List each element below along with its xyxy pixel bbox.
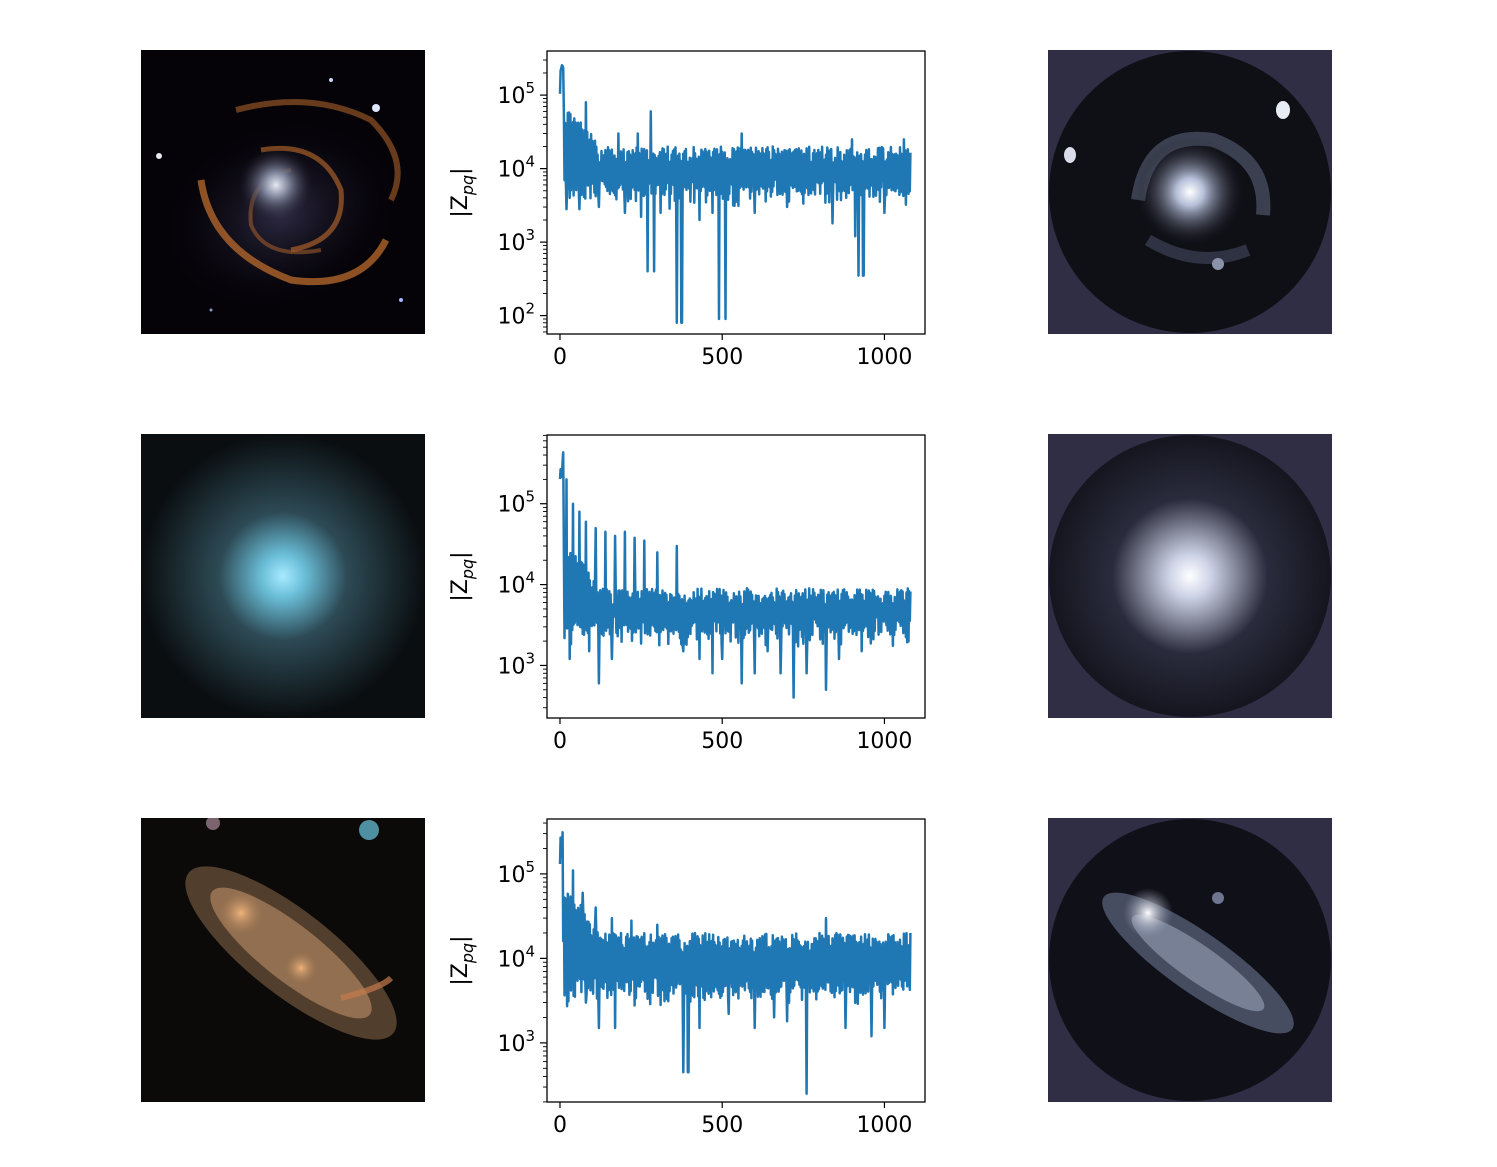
y-tick-label: 102 (497, 300, 535, 330)
y-tick-label: 105 (497, 858, 535, 888)
elliptical-reconstruction-image (1048, 434, 1332, 718)
zernike-plot-1: 0 500 1000 102 103 104 105 |Zpq| (430, 40, 930, 384)
x-tick-label: 1000 (856, 1113, 912, 1138)
irregular-reconstruction-image (1048, 818, 1332, 1102)
series-line (558, 831, 912, 1095)
irregular-galaxy-image (141, 816, 425, 1102)
spiral-reconstruction-image (1048, 50, 1332, 334)
y-tick-label: 103 (497, 649, 535, 679)
axes-frame (546, 50, 926, 335)
axes-frame (546, 818, 926, 1103)
x-tick-label: 500 (701, 1113, 743, 1138)
axes-frame (546, 434, 926, 719)
y-tick-label: 104 (497, 569, 535, 599)
y-tick-label: 104 (497, 153, 535, 183)
spiral-galaxy-image (141, 50, 425, 334)
y-tick-label: 105 (497, 79, 535, 109)
zernike-plot-2: 0 500 1000 103 104 105 |Zpq| (430, 424, 930, 768)
x-tick-label: 0 (553, 729, 567, 754)
y-axis-label: |Zpq| (448, 551, 477, 601)
x-tick-label: 500 (701, 345, 743, 370)
y-tick-label: 103 (497, 1027, 535, 1057)
elliptical-galaxy-image (141, 434, 425, 718)
series-line (558, 451, 912, 699)
zernike-plot-3: 0 500 1000 103 104 105 |Zpq| (430, 808, 930, 1152)
y-tick-label: 105 (497, 488, 535, 518)
y-axis-label: |Zpq| (448, 167, 477, 217)
y-tick-label: 104 (497, 942, 535, 972)
y-axis-label: |Zpq| (448, 935, 477, 985)
x-tick-label: 0 (553, 345, 567, 370)
x-tick-label: 1000 (856, 729, 912, 754)
y-tick-label: 103 (497, 226, 535, 256)
x-tick-label: 0 (553, 1113, 567, 1138)
x-tick-label: 500 (701, 729, 743, 754)
series-line (558, 64, 912, 324)
x-tick-label: 1000 (856, 345, 912, 370)
